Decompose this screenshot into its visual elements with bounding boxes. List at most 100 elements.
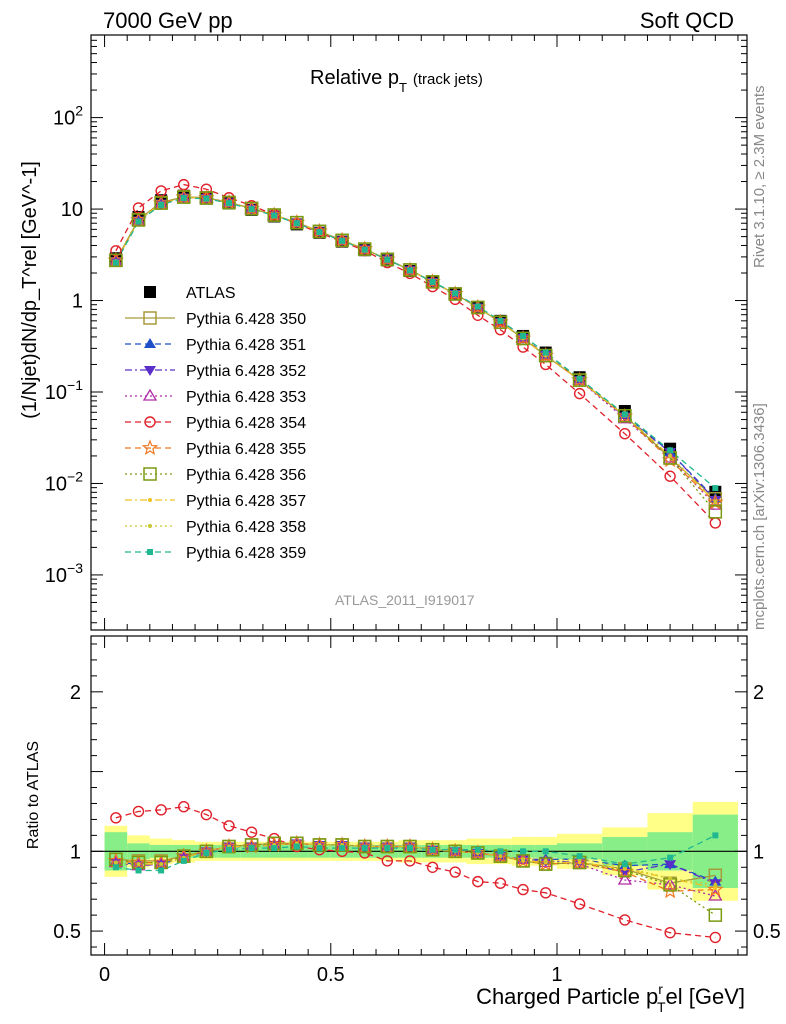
data-point [667, 447, 674, 454]
ratio-frame [90, 635, 748, 956]
data-point [144, 286, 156, 298]
y-tick-label: 10−3 [45, 560, 83, 587]
tick-base: 10 [45, 473, 67, 495]
data-point [135, 218, 142, 225]
y-tick-label: 10−2 [45, 468, 83, 495]
data-point [148, 524, 152, 528]
tick-base: 10 [45, 565, 67, 587]
data-point [143, 467, 157, 481]
y-tick-label: 1 [72, 291, 83, 313]
x-label-sub: T [657, 999, 666, 1015]
data-point [668, 453, 673, 458]
series-line [115, 183, 716, 524]
data-point [199, 191, 214, 205]
data-point [142, 388, 158, 401]
data-point [176, 190, 191, 204]
data-point [271, 845, 278, 852]
data-point [516, 854, 530, 868]
data-point [517, 883, 529, 896]
data-point [148, 498, 152, 502]
legend-label: Pythia 6.428 357 [186, 493, 306, 510]
ratio-y-tick-label-right: 1 [753, 841, 764, 863]
ratio-y-tick-label-right: 0.5 [753, 921, 781, 943]
data-point [271, 212, 278, 219]
data-point [200, 808, 213, 821]
data-point [617, 872, 632, 885]
data-point [709, 931, 722, 944]
x-label-main: Charged Particle p [476, 984, 658, 1009]
data-point [293, 843, 300, 850]
tick-exponent: −3 [67, 560, 83, 576]
header-right: Soft QCD [639, 8, 734, 33]
data-point [712, 832, 719, 839]
data-point [384, 845, 391, 852]
legend-label: Pythia 6.428 350 [186, 311, 306, 328]
data-point [425, 275, 440, 289]
data-point [357, 839, 372, 854]
data-point [110, 245, 122, 257]
tick-base: 10 [45, 382, 67, 404]
data-point [616, 863, 634, 880]
x-tick-label: 1 [551, 964, 562, 986]
data-point [576, 853, 583, 860]
data-point [543, 858, 548, 863]
data-point [381, 855, 394, 867]
ratio-line [115, 806, 716, 939]
data-point [616, 407, 634, 424]
data-point [708, 505, 723, 519]
data-point [293, 220, 300, 227]
data-point [493, 848, 508, 861]
tick-base: 10 [53, 108, 75, 130]
data-point [155, 804, 167, 816]
data-point [429, 278, 436, 285]
data-point [573, 898, 586, 910]
data-point [572, 373, 587, 387]
data-point [618, 408, 632, 423]
legend-label: Pythia 6.428 353 [186, 389, 306, 406]
data-point [661, 882, 679, 899]
data-point [141, 439, 159, 456]
y-tick-label: 102 [53, 103, 83, 130]
data-point [521, 857, 526, 862]
legend-label: Pythia 6.428 351 [186, 337, 306, 354]
data-point [539, 358, 552, 371]
legend-label: Pythia 6.428 358 [186, 519, 306, 536]
data-point [661, 451, 679, 468]
data-point [361, 845, 368, 852]
data-point [538, 857, 553, 871]
data-point [448, 844, 462, 859]
data-point [469, 844, 487, 860]
data-point [144, 338, 156, 348]
series-line [115, 196, 716, 513]
data-point [520, 332, 527, 339]
data-point [154, 196, 168, 210]
data-point [708, 908, 723, 922]
data-point [180, 195, 187, 202]
ratio-y-axis-label: Ratio to ATLAS [25, 741, 42, 849]
series-markers [107, 178, 724, 944]
data-point [158, 201, 165, 208]
data-point [384, 256, 391, 263]
data-point [662, 877, 678, 890]
data-point [316, 845, 323, 852]
data-point [380, 252, 395, 267]
data-point [493, 315, 508, 329]
data-point [112, 259, 119, 266]
data-point [147, 549, 153, 555]
data-point [497, 848, 504, 855]
tick-exponent: 2 [75, 103, 83, 119]
data-point [621, 861, 628, 868]
legend-label: Pythia 6.428 359 [186, 545, 306, 562]
data-point [664, 860, 677, 871]
data-point [203, 849, 210, 856]
data-point [203, 195, 210, 202]
data-point [668, 876, 673, 881]
data-point [335, 233, 349, 248]
data-point [339, 237, 346, 244]
data-point [452, 290, 459, 297]
data-point [245, 826, 258, 838]
data-point [713, 886, 718, 891]
data-point [474, 846, 481, 853]
data-point [248, 845, 255, 852]
